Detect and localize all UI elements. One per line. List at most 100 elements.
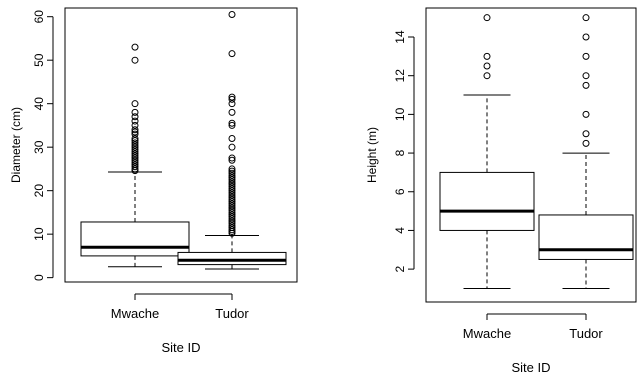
height-boxplot-panel: 2 4 6 8 10 12 14 Height (m) Mwache Tudor Site ID (365, 7, 637, 374)
outlier-point (131, 126, 139, 134)
box-group-mwache (80, 43, 190, 268)
outlier-point (483, 62, 491, 70)
outlier-point (131, 139, 139, 147)
outlier-point (228, 119, 236, 127)
outlier-point (228, 100, 236, 108)
outlier-point (131, 163, 139, 171)
box-group-mwache (439, 14, 535, 289)
outlier-point (228, 154, 236, 162)
iqr-box (177, 251, 287, 266)
outlier-point (131, 137, 139, 145)
y-tick-label: 20 (32, 184, 46, 198)
outlier-point (582, 139, 590, 147)
box-group-tudor (538, 14, 634, 289)
outlier-point (582, 72, 590, 80)
x-tick-label: Mwache (111, 306, 159, 321)
y-axis-label: Height (m) (365, 127, 379, 183)
outlier-point (483, 72, 491, 80)
outlier-point (228, 206, 236, 214)
y-tick-label: 8 (393, 149, 407, 156)
outlier-point (228, 182, 236, 190)
outlier-point (228, 215, 236, 223)
outlier-point (483, 52, 491, 60)
outlier-point (131, 134, 139, 142)
iqr-box (80, 221, 190, 257)
outlier-point (582, 130, 590, 138)
outlier-point (228, 198, 236, 206)
outlier-point (131, 56, 139, 64)
outlier-point (483, 14, 491, 22)
iqr-box (538, 214, 634, 260)
x-tick-label: Tudor (569, 326, 603, 341)
x-tick-label: Tudor (215, 306, 249, 321)
y-tick-label: 50 (32, 53, 46, 67)
outlier-point (228, 167, 236, 175)
outlier-point (228, 169, 236, 177)
outlier-point (131, 148, 139, 156)
outlier-point (131, 117, 139, 125)
outlier-point (228, 184, 236, 192)
outlier-point (582, 81, 590, 89)
outlier-point (131, 150, 139, 158)
outlier-point (228, 200, 236, 208)
outlier-point (228, 93, 236, 101)
outlier-point (131, 130, 139, 138)
outlier-point (228, 11, 236, 19)
outlier-point (228, 202, 236, 210)
y-tick-label: 14 (393, 30, 407, 44)
y-axis-label: Diameter (cm) (9, 107, 23, 183)
outlier-point (228, 178, 236, 186)
outlier-point (228, 50, 236, 58)
outlier-point (228, 217, 236, 225)
outlier-point (228, 213, 236, 221)
outlier-point (582, 110, 590, 118)
outlier-point (228, 95, 236, 103)
outlier-point (228, 193, 236, 201)
x-axis-label: Site ID (511, 360, 550, 374)
outlier-point (228, 191, 236, 199)
outlier-point (228, 176, 236, 184)
plot-frame (425, 7, 637, 303)
diameter-boxplot-panel: 0 10 20 30 40 50 60 Diameter (cm) Mwache Tudor Sit… (9, 7, 298, 355)
outlier-point (228, 224, 236, 232)
outlier-point (131, 145, 139, 153)
outlier-point (228, 219, 236, 227)
outlier-point (131, 121, 139, 129)
outlier-point (131, 100, 139, 108)
y-tick-label: 30 (32, 140, 46, 154)
outlier-point (228, 180, 236, 188)
outlier-point (228, 189, 236, 197)
plot-frame (64, 7, 298, 283)
outlier-point (582, 33, 590, 41)
outlier-point (228, 165, 236, 173)
outlier-point (228, 108, 236, 116)
y-tick-label: 6 (393, 188, 407, 195)
outlier-point (228, 195, 236, 203)
outlier-point (131, 158, 139, 166)
outlier-point (131, 143, 139, 151)
y-tick-label: 10 (393, 107, 407, 121)
outlier-point (228, 208, 236, 216)
y-tick-label: 4 (393, 227, 407, 234)
outlier-point (228, 174, 236, 182)
outlier-point (131, 165, 139, 173)
box-group-tudor (177, 11, 287, 270)
outlier-point (228, 211, 236, 219)
outlier-point (131, 154, 139, 162)
outlier-point (131, 108, 139, 116)
y-tick-label: 12 (393, 69, 407, 83)
y-tick-label: 40 (32, 97, 46, 111)
outlier-point (228, 204, 236, 212)
outlier-point (228, 226, 236, 234)
iqr-box (439, 171, 535, 231)
outlier-point (131, 141, 139, 149)
outlier-point (228, 134, 236, 142)
x-tick-label: Mwache (463, 326, 511, 341)
outlier-point (228, 143, 236, 151)
outlier-point (582, 52, 590, 60)
y-tick-label: 60 (32, 10, 46, 24)
outlier-point (131, 43, 139, 51)
y-tick-label: 0 (32, 274, 46, 281)
outlier-point (131, 156, 139, 164)
